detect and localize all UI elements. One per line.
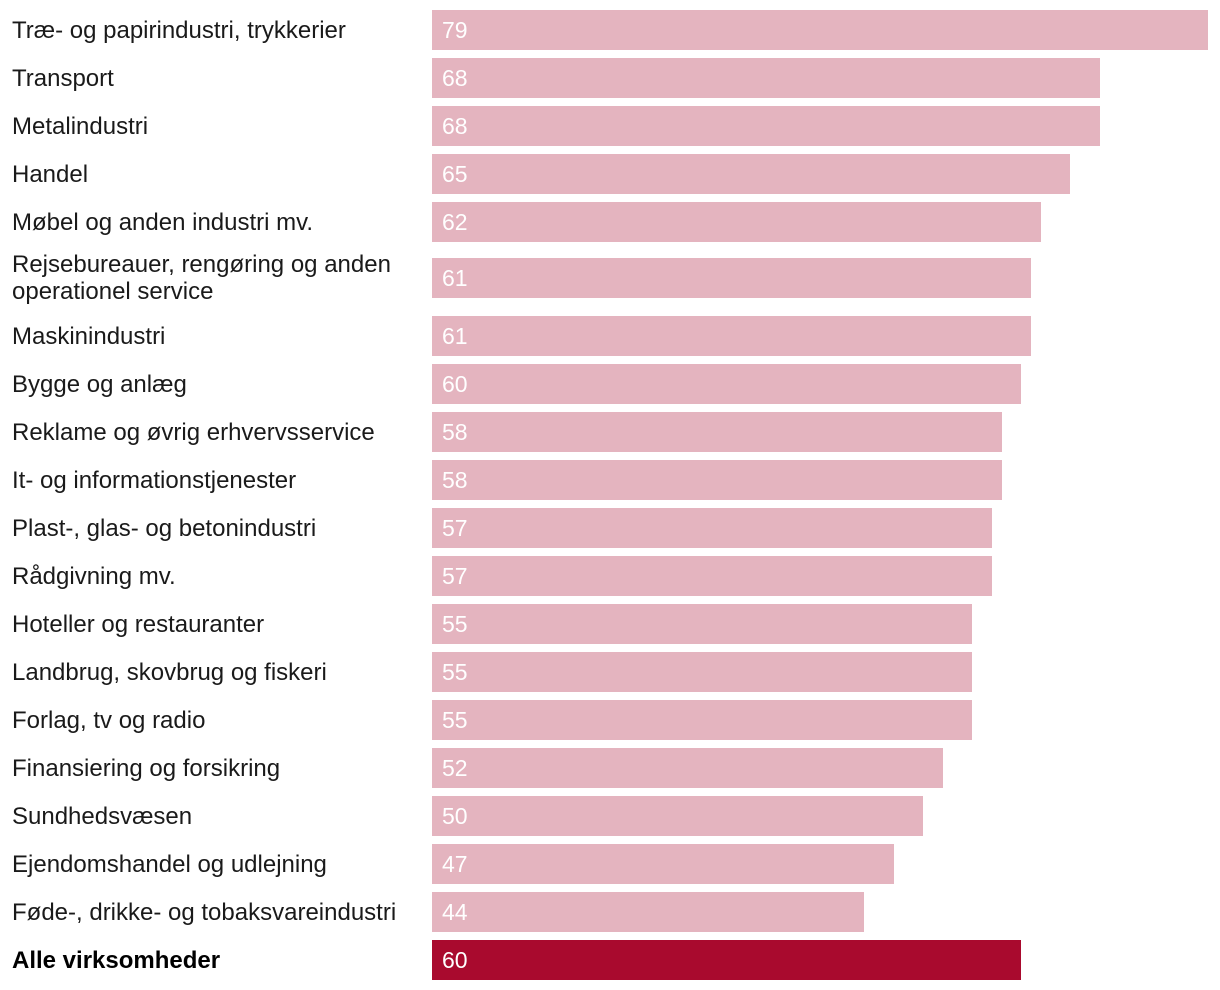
data-label: 62 — [442, 209, 468, 235]
data-label: 79 — [442, 17, 468, 43]
data-label: 44 — [442, 899, 468, 925]
category-label: Føde-, drikke- og tobaksvareindustri — [12, 898, 397, 926]
data-label: 65 — [442, 161, 468, 187]
category-label: Hoteller og restauranter — [12, 610, 265, 638]
category-label: Rådgivning mv. — [12, 562, 176, 590]
data-label: 52 — [442, 755, 468, 781]
data-label: 55 — [442, 611, 468, 637]
bar — [432, 796, 923, 836]
bar — [432, 10, 1208, 50]
category-label: It- og informationstjenester — [12, 466, 297, 494]
bar — [432, 106, 1100, 146]
bar — [432, 202, 1041, 242]
category-label: Rejsebureauer, rengøring og anden operat… — [12, 251, 391, 305]
category-label: Maskinindustri — [12, 322, 166, 350]
bar — [432, 258, 1031, 298]
bar — [432, 556, 992, 596]
bar — [432, 892, 864, 932]
category-label: Ejendomshandel og udlejning — [12, 850, 327, 878]
data-label: 55 — [442, 659, 468, 685]
category-label: Finansiering og forsikring — [12, 754, 281, 782]
category-label: Metalindustri — [12, 112, 149, 140]
data-label: 60 — [442, 947, 468, 973]
data-label: 47 — [442, 851, 468, 877]
bar — [432, 604, 972, 644]
category-label: Transport — [12, 64, 114, 92]
total-bar — [432, 940, 1021, 980]
data-label: 57 — [442, 515, 468, 541]
data-label: 61 — [442, 265, 468, 291]
bar — [432, 412, 1002, 452]
category-label: Landbrug, skovbrug og fiskeri — [12, 658, 327, 686]
category-label: Sundhedsvæsen — [12, 802, 193, 830]
bar — [432, 154, 1070, 194]
data-label: 57 — [442, 563, 468, 589]
category-label: Forlag, tv og radio — [12, 706, 206, 734]
bar — [432, 364, 1021, 404]
data-label: 55 — [442, 707, 468, 733]
data-label: 68 — [442, 113, 468, 139]
bar — [432, 58, 1100, 98]
data-label: 61 — [442, 323, 468, 349]
bar — [432, 748, 943, 788]
total-category-label: Alle virksomheder — [12, 946, 221, 974]
data-label: 58 — [442, 419, 468, 445]
bar — [432, 508, 992, 548]
data-label: 58 — [442, 467, 468, 493]
category-label: Træ- og papirindustri, trykkerier — [12, 16, 346, 44]
bar — [432, 652, 972, 692]
data-label: 50 — [442, 803, 468, 829]
category-label: Møbel og anden industri mv. — [12, 208, 314, 236]
bar — [432, 844, 894, 884]
bar — [432, 316, 1031, 356]
category-label: Bygge og anlæg — [12, 370, 187, 398]
data-label: 60 — [442, 371, 468, 397]
category-label: Plast-, glas- og betonindustri — [12, 514, 317, 542]
data-label: 68 — [442, 65, 468, 91]
bar — [432, 460, 1002, 500]
bar — [432, 700, 972, 740]
category-label: Handel — [12, 160, 89, 188]
category-label: Reklame og øvrig erhvervsservice — [12, 418, 375, 446]
